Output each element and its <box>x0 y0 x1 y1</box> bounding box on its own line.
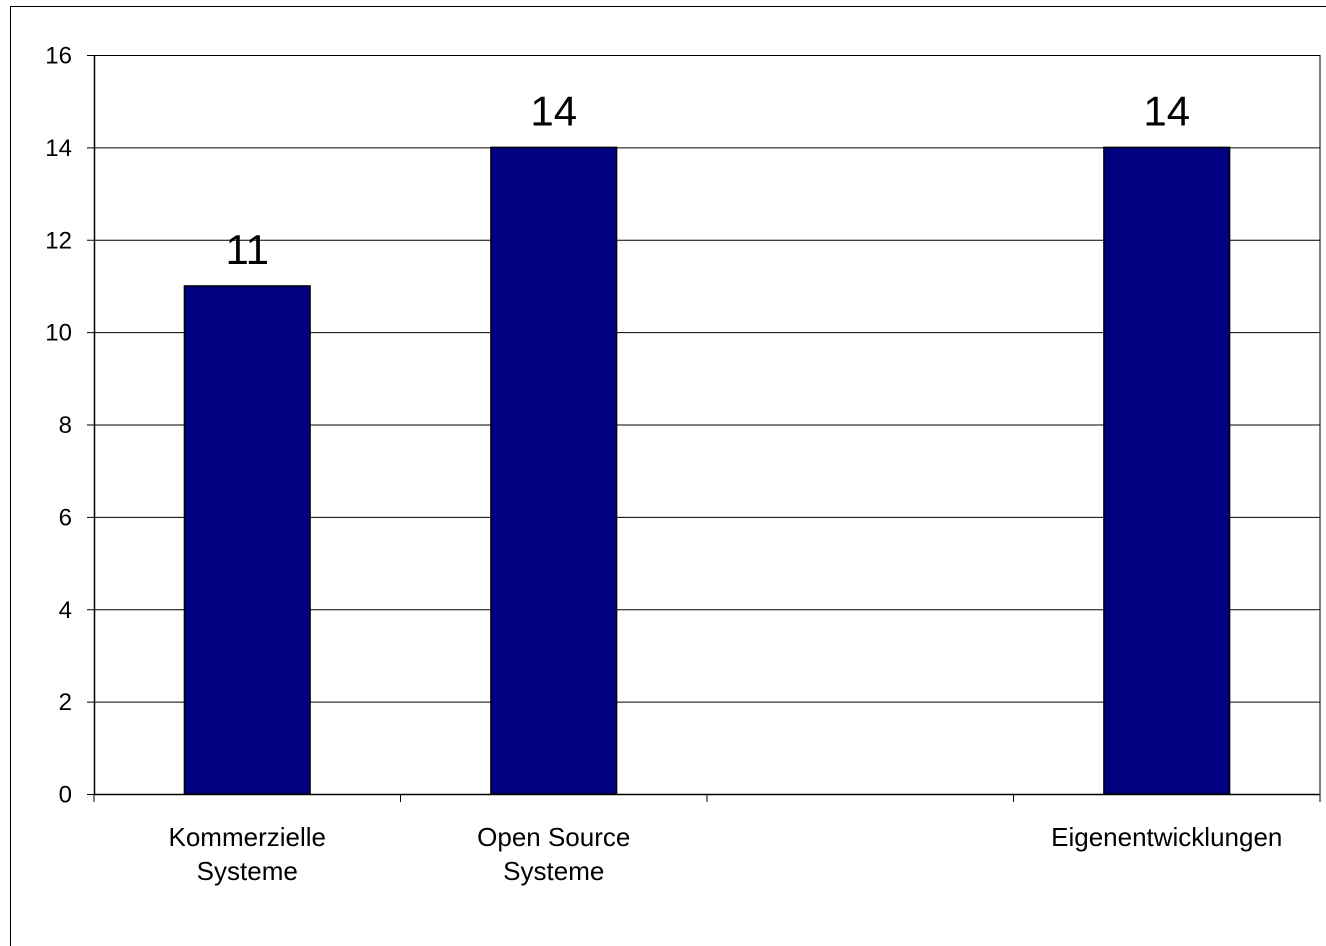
category-label: Systeme <box>503 856 604 886</box>
bar-chart: 0 2 4 6 8 10 12 14 16 11 Kommerzielle Systeme 14 Open… <box>45 43 1321 887</box>
chart-frame <box>10 6 1326 946</box>
category-label: Systeme <box>197 856 298 886</box>
category-label: Eigenentwicklungen <box>1051 822 1282 852</box>
y-tick-label: 2 <box>59 689 72 716</box>
bar <box>490 146 618 795</box>
bar <box>183 285 311 795</box>
y-tick-label: 0 <box>59 782 72 809</box>
y-tick-label: 8 <box>59 412 72 439</box>
y-tick-label: 12 <box>45 227 72 254</box>
category-label: Open Source <box>477 822 630 852</box>
y-tick-label: 4 <box>59 597 72 624</box>
y-tick-label: 14 <box>45 135 72 162</box>
y-tick-label: 6 <box>59 504 72 531</box>
category-label: Kommerzielle <box>169 822 327 852</box>
labels: 0 2 4 6 8 10 12 14 16 11 Kommerzielle Systeme 14 Open… <box>45 43 1282 887</box>
data-label: 14 <box>530 87 577 134</box>
data-label: 11 <box>225 226 269 273</box>
y-tick-label: 10 <box>45 320 72 347</box>
data-label: 14 <box>1143 87 1190 134</box>
y-tick-label: 16 <box>45 43 72 70</box>
bar <box>1103 146 1231 795</box>
bars <box>183 146 1231 795</box>
